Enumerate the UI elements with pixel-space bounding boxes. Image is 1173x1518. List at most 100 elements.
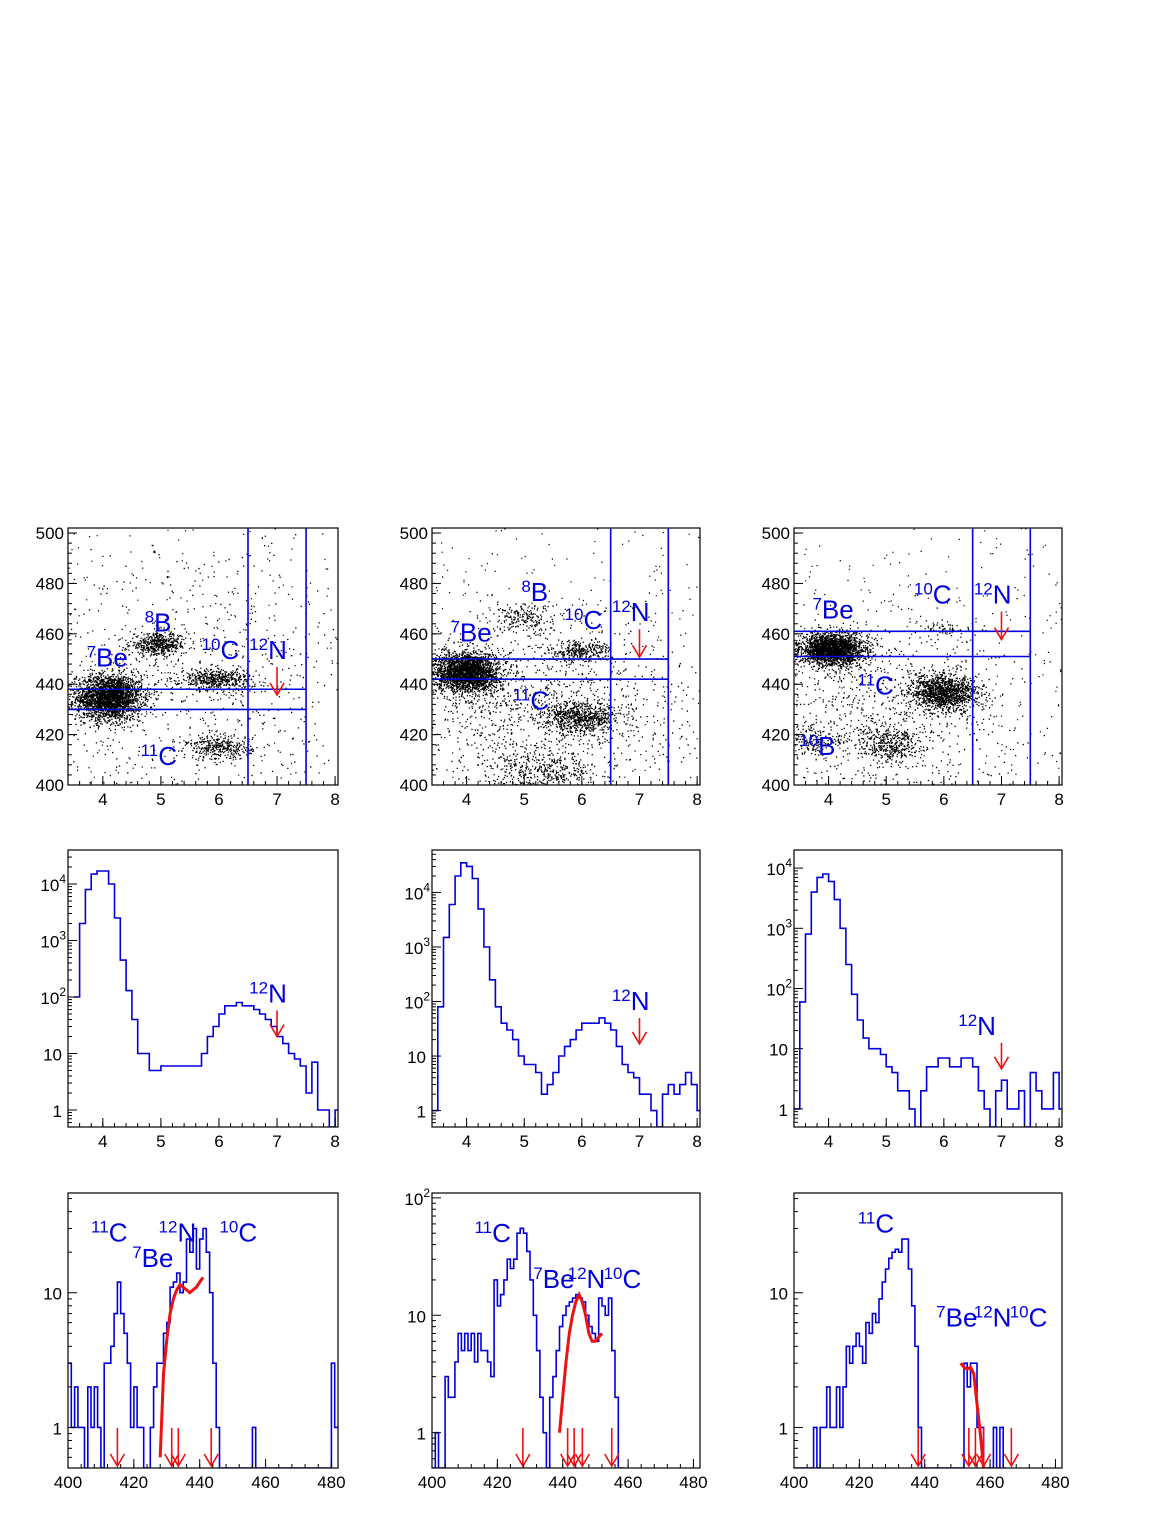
y-tick-label: 440 bbox=[762, 675, 790, 694]
isotope-label: 10C bbox=[219, 1218, 257, 1248]
isotope-label: 12N bbox=[249, 978, 287, 1008]
isotope-label: 10C bbox=[565, 605, 603, 635]
y-tick-label: 480 bbox=[400, 574, 428, 593]
plot-area bbox=[432, 861, 700, 1127]
x-tick-label: 8 bbox=[330, 1132, 339, 1151]
plot-frame bbox=[431, 849, 701, 1128]
y-tick-label: 420 bbox=[36, 726, 64, 745]
isotope-label: 11C bbox=[141, 741, 177, 771]
histogram-steps bbox=[73, 870, 338, 1127]
y-tick-label: 10 bbox=[43, 1285, 62, 1304]
y-tick-label: 10 bbox=[43, 1045, 62, 1064]
y-tick-label: 1 bbox=[779, 1419, 788, 1438]
plot-area bbox=[794, 528, 1062, 785]
isotope-label: 10C bbox=[604, 1264, 642, 1294]
x-tick-label: 6 bbox=[577, 790, 586, 809]
isotope-label: 11C bbox=[857, 670, 893, 700]
isotope-label: 12N bbox=[568, 1264, 606, 1294]
x-tick-label: 5 bbox=[519, 790, 528, 809]
arrow-head bbox=[559, 1453, 576, 1468]
x-tick-label: 4 bbox=[462, 790, 471, 809]
isotope-label: 7Be bbox=[87, 643, 128, 673]
arrow-head bbox=[631, 644, 648, 659]
isotope-label: 12N bbox=[159, 1218, 197, 1248]
arrow-head bbox=[1003, 1453, 1020, 1468]
y-tick-label: 480 bbox=[762, 574, 790, 593]
plot-area bbox=[794, 873, 1062, 1127]
panel-row2-col3: 12N 4 5 6 7 8 1 10 102 103 104 bbox=[766, 849, 1064, 1151]
x-tick-label: 440 bbox=[549, 1473, 577, 1492]
x-tick-label: 4 bbox=[98, 790, 107, 809]
plot-area bbox=[68, 528, 338, 785]
y-tick-label: 400 bbox=[36, 776, 64, 795]
x-tick-label: 400 bbox=[418, 1473, 446, 1492]
plot-area bbox=[68, 1227, 338, 1468]
y-tick-label: 102 bbox=[404, 990, 430, 1013]
isotope-label: 8B bbox=[145, 607, 172, 637]
isotope-label: 7Be bbox=[132, 1243, 173, 1273]
y-tick-label: 102 bbox=[404, 1186, 430, 1209]
y-tick-label: 10 bbox=[769, 1041, 788, 1060]
histogram-steps bbox=[432, 861, 700, 1127]
x-tick-label: 420 bbox=[483, 1473, 511, 1492]
isotope-label: 10B bbox=[799, 731, 835, 761]
x-tick-label: 5 bbox=[156, 790, 165, 809]
plot-area bbox=[432, 1227, 625, 1468]
x-tick-label: 8 bbox=[330, 790, 339, 809]
x-tick-label: 420 bbox=[845, 1473, 873, 1492]
y-tick-label: 104 bbox=[404, 880, 430, 903]
y-tick-label: 102 bbox=[766, 977, 792, 1000]
x-tick-label: 7 bbox=[272, 790, 281, 809]
x-tick-label: 7 bbox=[997, 790, 1006, 809]
plot-area bbox=[73, 870, 338, 1127]
arrow-head bbox=[170, 1453, 186, 1468]
x-tick-label: 440 bbox=[911, 1473, 939, 1492]
isotope-label: 12N bbox=[612, 986, 650, 1016]
y-tick-label: 1 bbox=[417, 1425, 426, 1444]
x-tick-label: 6 bbox=[939, 790, 948, 809]
isotope-label: 12N bbox=[974, 580, 1012, 610]
plot-frame bbox=[431, 1192, 701, 1469]
x-tick-label: 5 bbox=[881, 1132, 890, 1151]
x-tick-label: 400 bbox=[780, 1473, 808, 1492]
arrow-head bbox=[269, 682, 285, 697]
y-tick-label: 1 bbox=[417, 1103, 426, 1122]
arrow-head bbox=[269, 1024, 285, 1039]
y-tick-label: 102 bbox=[40, 985, 66, 1008]
x-tick-label: 7 bbox=[635, 1132, 644, 1151]
x-tick-label: 7 bbox=[997, 1132, 1006, 1151]
arrow-head bbox=[910, 1453, 926, 1468]
fit-curve bbox=[959, 1362, 986, 1468]
arrow-head bbox=[164, 1453, 180, 1468]
y-tick-label: 500 bbox=[36, 524, 64, 543]
y-tick-label: 103 bbox=[40, 929, 66, 952]
arrow-head bbox=[993, 627, 1010, 642]
isotope-label: 12N bbox=[612, 597, 650, 627]
isotope-label: 12N bbox=[958, 1011, 996, 1041]
isotope-label: 11C bbox=[474, 1218, 510, 1248]
y-tick-label: 460 bbox=[36, 625, 64, 644]
y-tick-label: 10 bbox=[769, 1285, 788, 1304]
plot-area bbox=[794, 1238, 1007, 1468]
y-tick-label: 400 bbox=[400, 776, 428, 795]
x-tick-label: 6 bbox=[214, 1132, 223, 1151]
isotope-label: 10C bbox=[914, 580, 952, 610]
histogram-steps bbox=[68, 1227, 338, 1468]
arrow-head bbox=[631, 1031, 648, 1046]
panel-row1-col2: 7Be 8B 10C 11C 12N 4 5 6 7 8 400 420 440 460 480 500 bbox=[400, 524, 702, 809]
arrow-head bbox=[515, 1453, 531, 1468]
plot-area bbox=[432, 528, 700, 785]
plot-frame bbox=[793, 527, 1063, 786]
y-tick-label: 1 bbox=[53, 1419, 62, 1438]
y-tick-label: 480 bbox=[36, 574, 64, 593]
arrow-head bbox=[566, 1453, 582, 1468]
x-tick-label: 480 bbox=[317, 1473, 345, 1492]
x-tick-label: 4 bbox=[824, 790, 833, 809]
x-tick-label: 7 bbox=[635, 790, 644, 809]
x-tick-label: 7 bbox=[272, 1132, 281, 1151]
y-tick-label: 10 bbox=[407, 1048, 426, 1067]
isotope-label: 10C bbox=[1010, 1303, 1048, 1333]
x-tick-label: 400 bbox=[54, 1473, 82, 1492]
